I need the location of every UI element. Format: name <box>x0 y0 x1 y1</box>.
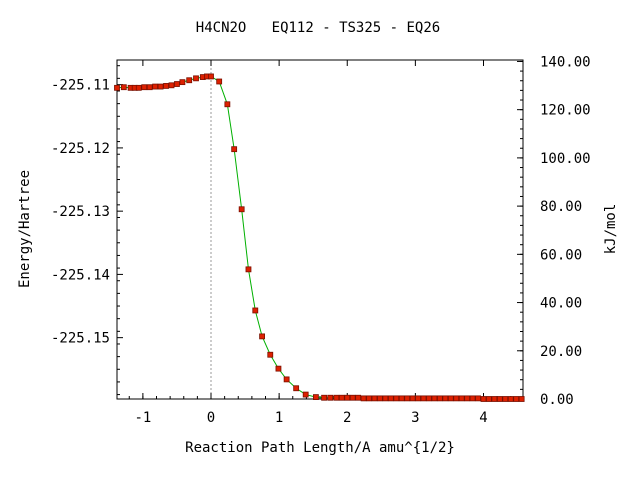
y2-tick-label: 80.00 <box>540 199 582 215</box>
data-point <box>469 395 476 402</box>
data-point <box>464 395 471 402</box>
y2-axis-title: kJ/mol <box>603 204 619 255</box>
data-point <box>135 84 142 91</box>
chart-title: H4CN2O EQ112 - TS325 - EQ26 <box>196 20 440 36</box>
data-point <box>193 75 199 82</box>
data-point <box>349 394 356 401</box>
x-tick-label: 1 <box>275 410 283 426</box>
data-point <box>502 396 509 402</box>
data-point <box>415 395 421 402</box>
y2-tick-label: 40.00 <box>540 296 582 312</box>
data-point <box>409 395 416 402</box>
data-point <box>491 396 498 402</box>
data-point <box>163 83 169 89</box>
data-point <box>313 394 319 401</box>
data-point <box>486 396 492 402</box>
x-tick-label: 0 <box>207 410 215 426</box>
y2-tick-label: 120.00 <box>540 103 591 119</box>
data-point <box>344 394 351 401</box>
data-point <box>302 391 309 398</box>
data-point <box>216 78 223 85</box>
data-point <box>420 395 427 402</box>
y-tick-label: -225.11 <box>51 78 110 94</box>
data-point <box>442 395 449 402</box>
y-tick-label: -225.15 <box>51 331 110 347</box>
x-tick-label: 2 <box>343 410 351 426</box>
data-point <box>141 84 148 91</box>
data-point <box>293 385 300 392</box>
y2-tick-label: 0.00 <box>540 392 574 408</box>
data-point <box>224 101 231 108</box>
data-point <box>458 395 465 402</box>
data-point <box>382 395 389 402</box>
plot-frame <box>116 59 524 400</box>
y-tick-label: -225.12 <box>51 141 110 157</box>
data-point <box>377 395 383 402</box>
data-point <box>513 396 520 402</box>
data-point <box>447 395 454 402</box>
data-point <box>245 266 252 273</box>
data-point <box>333 394 340 401</box>
data-point <box>360 395 367 402</box>
data-point <box>436 395 443 402</box>
x-tick-label: 3 <box>411 410 419 426</box>
data-point <box>355 394 362 401</box>
data-point <box>453 395 460 402</box>
data-point <box>338 394 345 401</box>
data-point <box>267 351 274 358</box>
data-point <box>404 395 411 402</box>
data-point <box>208 73 214 80</box>
data-point <box>496 396 503 402</box>
data-point <box>152 83 159 90</box>
data-point <box>371 395 378 402</box>
data-point <box>327 394 334 401</box>
y2-axis-ticks: 0.00 20.00 40.00 60.00 80.00 100.00 120.00 140.… <box>517 54 591 408</box>
data-point <box>431 395 438 402</box>
data-point <box>283 376 290 383</box>
x-axis-title: Reaction Path Length/A amu^{1/2} <box>185 440 455 456</box>
data-point <box>275 365 282 372</box>
data-point <box>259 333 266 340</box>
data-point <box>186 77 193 84</box>
data-point <box>179 79 186 86</box>
y-axis-title: Energy/Hartree <box>17 170 33 288</box>
y2-tick-label: 20.00 <box>540 344 582 360</box>
x-tick-label: -1 <box>134 410 151 426</box>
data-point <box>120 84 127 91</box>
data-point <box>507 396 514 402</box>
series-points <box>114 73 525 402</box>
data-point <box>426 395 432 402</box>
data-point <box>366 395 372 402</box>
data-point <box>475 395 481 402</box>
data-point <box>231 146 238 153</box>
y2-tick-label: 140.00 <box>540 54 591 70</box>
data-point <box>252 307 259 314</box>
y2-tick-label: 60.00 <box>540 247 582 263</box>
data-point <box>518 396 525 402</box>
data-point <box>398 395 405 402</box>
data-point <box>387 395 394 402</box>
data-point <box>157 83 164 90</box>
data-point <box>238 206 245 213</box>
data-point <box>321 394 327 401</box>
data-point <box>174 81 180 87</box>
data-point <box>480 396 487 402</box>
data-point <box>168 82 175 89</box>
y-tick-label: -225.14 <box>51 267 110 283</box>
y2-tick-label: 100.00 <box>540 151 591 167</box>
y-tick-label: -225.13 <box>51 204 110 220</box>
data-point <box>146 84 153 91</box>
data-point <box>114 84 120 91</box>
x-tick-label: 4 <box>479 410 487 426</box>
data-point <box>393 395 400 402</box>
series-line <box>116 75 522 400</box>
x-axis-ticks: -1 0 1 2 3 4 <box>128 60 512 426</box>
y-axis-ticks: -225.11 -225.12 -225.13 -225.14 -225.15 <box>51 65 123 396</box>
